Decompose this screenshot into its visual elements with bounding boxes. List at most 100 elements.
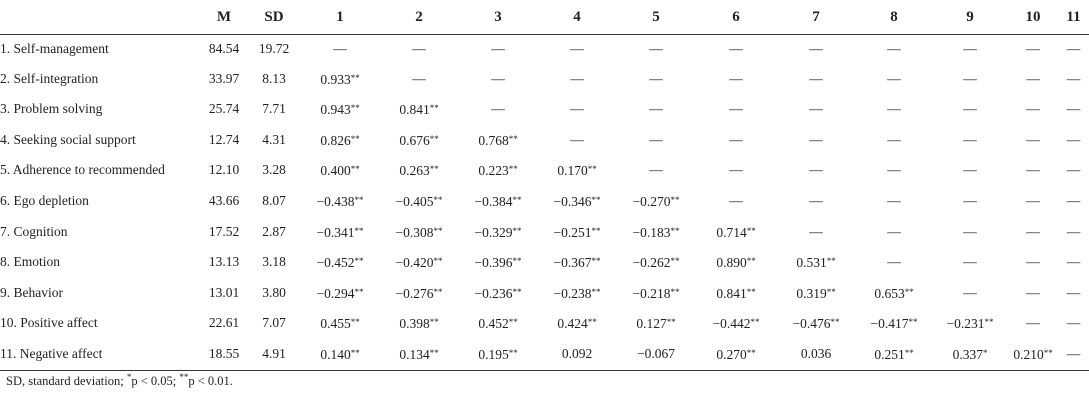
correlation-cell: —: [570, 41, 584, 56]
correlation-cell: —: [1026, 315, 1040, 331]
correlation-cell: 0.676**: [399, 132, 439, 148]
correlation-cell: —: [1066, 41, 1081, 56]
correlation-cell: −0.346**: [553, 193, 601, 209]
correlation-cell: 0.398**: [399, 316, 439, 332]
correlation-cell: —: [887, 223, 901, 239]
mean-cell: 18.55: [208, 345, 240, 361]
correlation-cell: 0.933**: [320, 71, 360, 87]
correlation-cell: −0.405**: [395, 193, 443, 209]
correlation-cell: —: [1066, 162, 1081, 178]
correlation-cell: −0.218**: [632, 285, 680, 301]
correlation-cell: 0.134**: [399, 346, 439, 362]
sd-cell: 4.31: [262, 131, 286, 147]
correlation-cell: 0.140**: [320, 346, 360, 362]
correlation-cell: −0.067: [637, 345, 675, 361]
correlation-cell: 0.943**: [320, 102, 360, 118]
correlation-cell: −0.251**: [553, 224, 601, 240]
correlation-cell: —: [1026, 162, 1040, 178]
correlation-cell: 0.768**: [478, 132, 518, 148]
mean-cell: 13.01: [208, 284, 240, 300]
table-row: 5. Adherence to recommended 12.10 3.28 0.40…: [0, 155, 1089, 186]
correlation-cell: −0.417**: [870, 316, 918, 332]
correlation-cell: —: [1066, 101, 1081, 117]
mean-cell: 17.52: [208, 223, 240, 239]
correlation-cell: —: [333, 41, 347, 56]
correlation-cell: −0.308**: [395, 224, 443, 240]
correlation-cell: —: [729, 162, 743, 178]
correlation-cell: —: [412, 70, 426, 86]
correlation-cell: −0.367**: [553, 255, 601, 271]
correlation-cell: —: [570, 131, 584, 147]
correlation-cell: 0.841**: [399, 102, 439, 118]
correlation-cell: —: [887, 101, 901, 117]
correlation-cell: —: [887, 192, 901, 208]
mean-cell: 43.66: [208, 192, 240, 208]
correlation-cell: 0.841**: [716, 285, 756, 301]
correlation-cell: —: [649, 162, 663, 178]
correlation-cell: —: [729, 131, 743, 147]
correlation-cell: −0.420**: [395, 255, 443, 271]
correlation-cell: —: [963, 131, 977, 147]
variable-label: 7. Cognition: [0, 223, 68, 239]
correlation-cell: −0.341**: [316, 224, 364, 240]
table-row: 7. Cognition 17.52 2.87 −0.341** −0.308** −0.…: [0, 217, 1089, 248]
mean-cell: 22.61: [208, 315, 240, 331]
correlation-cell: —: [570, 70, 584, 86]
table-header-row: M SD 1 2 3 4 5 6 7 8 9 10 11: [0, 0, 1089, 35]
correlation-cell: 0.263**: [399, 163, 439, 179]
header-col-5: 3: [494, 9, 502, 25]
correlation-cell: —: [1026, 131, 1040, 147]
mean-cell: 12.74: [208, 131, 240, 147]
sd-cell: 3.28: [262, 162, 286, 178]
footnote-p05-text: p < 0.05;: [131, 374, 180, 389]
correlation-cell: —: [1066, 254, 1081, 270]
correlation-cell: —: [1066, 345, 1081, 361]
table-row: 6. Ego depletion 43.66 8.07 −0.438** −0.405*…: [0, 186, 1089, 217]
sd-cell: 8.13: [262, 70, 286, 86]
correlation-cell: 0.270**: [716, 346, 756, 362]
correlation-cell: —: [1026, 101, 1040, 117]
header-col-7: 5: [652, 9, 660, 25]
correlation-cell: 0.452**: [478, 316, 518, 332]
correlation-cell: 0.170**: [557, 163, 597, 179]
correlation-cell: −0.329**: [474, 224, 522, 240]
correlation-cell: —: [491, 101, 505, 117]
correlation-cell: —: [1066, 223, 1081, 239]
correlation-cell: —: [809, 131, 823, 147]
correlation-cell: —: [963, 254, 977, 270]
correlation-cell: 0.251**: [874, 346, 914, 362]
correlation-cell: —: [1026, 284, 1040, 300]
correlation-cell: —: [729, 192, 743, 208]
variable-label: 3. Problem solving: [0, 101, 103, 117]
correlation-cell: —: [649, 70, 663, 86]
correlation-cell: −0.236**: [474, 285, 522, 301]
correlation-cell: —: [1026, 41, 1040, 56]
correlation-cell: —: [1066, 131, 1081, 147]
correlation-cell: −0.452**: [316, 255, 364, 271]
correlation-cell: —: [491, 41, 505, 56]
sd-cell: 7.07: [262, 315, 286, 331]
correlation-cell: −0.270**: [632, 193, 680, 209]
correlation-cell: —: [649, 101, 663, 117]
sd-cell: 7.71: [262, 101, 286, 117]
correlation-cell: —: [1026, 192, 1040, 208]
table-row: 11. Negative affect 18.55 4.91 0.140** 0.134…: [0, 339, 1089, 371]
footnote-p05-mark: *: [126, 372, 132, 382]
correlation-cell: −0.442**: [712, 316, 760, 332]
header-col-12: 10: [1025, 9, 1041, 25]
variable-label: 5. Adherence to recommended: [0, 162, 165, 178]
correlation-cell: 0.890**: [716, 255, 756, 271]
variable-label: 4. Seeking social support: [0, 131, 136, 147]
header-col-4: 2: [415, 9, 423, 25]
variable-label: 6. Ego depletion: [0, 192, 89, 208]
correlation-cell: 0.531**: [796, 255, 836, 271]
correlation-cell: 0.337*: [952, 346, 988, 362]
mean-cell: 84.54: [208, 41, 240, 56]
mean-cell: 13.13: [208, 254, 240, 270]
correlation-cell: —: [1026, 70, 1040, 86]
correlation-cell: 0.036: [800, 345, 832, 361]
correlation-cell: 0.424**: [557, 316, 597, 332]
correlation-cell: —: [649, 131, 663, 147]
correlation-cell: 0.714**: [716, 224, 756, 240]
correlation-cell: —: [809, 223, 823, 239]
